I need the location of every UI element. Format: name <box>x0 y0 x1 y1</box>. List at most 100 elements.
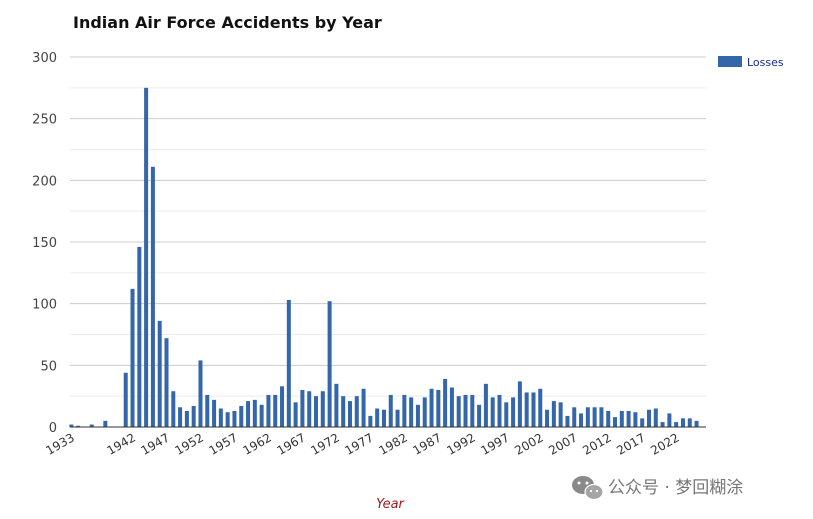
bar <box>327 301 332 427</box>
y-tick-label: 0 <box>49 421 57 436</box>
bar <box>463 394 468 427</box>
bar <box>490 397 495 427</box>
bar <box>619 410 624 427</box>
bar <box>252 399 257 427</box>
bar <box>266 394 271 427</box>
bar <box>218 408 223 427</box>
gridlines <box>70 56 706 397</box>
bar <box>239 406 244 427</box>
bar <box>531 392 536 427</box>
bar <box>572 407 577 427</box>
bar <box>517 381 522 427</box>
bar <box>429 388 434 427</box>
legend: Losses <box>718 56 784 69</box>
bar <box>259 404 264 427</box>
bar <box>314 396 318 427</box>
bar <box>613 417 618 427</box>
bar <box>545 409 550 427</box>
bar <box>205 394 210 427</box>
bar <box>198 360 203 427</box>
bar <box>300 390 305 427</box>
bar <box>524 392 529 427</box>
bar <box>286 299 291 427</box>
bar <box>667 413 672 427</box>
bar <box>592 407 597 427</box>
bar <box>178 407 183 427</box>
x-tick-label: 1997 <box>478 430 511 457</box>
x-tick-label: 1977 <box>342 430 375 457</box>
bar <box>395 409 400 427</box>
bar <box>579 413 584 427</box>
bar <box>694 420 699 427</box>
bar <box>551 401 556 427</box>
bar <box>633 412 638 427</box>
bar <box>680 418 685 427</box>
bar <box>674 422 679 427</box>
bar <box>565 415 570 427</box>
x-axis: 1933 1942 1947 1952 1957 1962 1967 1972 1977 1982… <box>43 430 681 457</box>
bar <box>341 396 346 427</box>
bar <box>144 87 149 427</box>
bar <box>273 394 278 427</box>
x-tick-label: 2002 <box>512 430 545 457</box>
x-tick-label: 2017 <box>614 430 647 457</box>
bar <box>436 390 441 427</box>
bar <box>157 320 162 427</box>
bar <box>606 410 611 427</box>
bar <box>354 396 359 427</box>
bar <box>150 166 155 427</box>
bar <box>368 415 373 427</box>
bar <box>538 388 543 427</box>
bar <box>347 401 352 427</box>
x-tick-label: 1962 <box>240 430 273 457</box>
watermark: 公众号 · 梦回糊涂 <box>572 476 743 501</box>
bar <box>307 391 312 427</box>
bar <box>626 410 631 427</box>
x-tick-label: 1967 <box>274 430 307 457</box>
bar <box>443 378 448 427</box>
x-tick-label: 1942 <box>105 430 138 457</box>
bar-series-losses <box>69 87 699 427</box>
bar <box>191 406 196 427</box>
x-tick-label: 1992 <box>444 430 477 457</box>
watermark-text: 公众号 · 梦回糊涂 <box>608 478 743 498</box>
bar <box>640 418 645 427</box>
x-tick-label: 2022 <box>648 430 681 457</box>
chart-title: Indian Air Force Accidents by Year <box>73 13 382 32</box>
bar <box>456 396 461 427</box>
y-tick-label: 250 <box>32 113 57 128</box>
bar <box>232 410 237 427</box>
bar <box>646 409 651 427</box>
bar <box>687 418 692 427</box>
bar <box>76 425 81 427</box>
bar <box>477 404 482 427</box>
bar <box>293 402 298 427</box>
bar <box>422 397 427 427</box>
y-tick-label: 150 <box>32 236 57 251</box>
bar <box>212 399 217 427</box>
y-tick-label: 50 <box>40 359 57 374</box>
bar <box>449 387 454 427</box>
bar <box>123 372 128 427</box>
bar <box>225 412 230 427</box>
x-tick-label: 1987 <box>410 430 443 457</box>
bar <box>409 397 414 427</box>
bar <box>415 404 420 427</box>
x-tick-label: 2007 <box>546 430 579 457</box>
bar <box>69 424 74 427</box>
bar <box>375 408 380 427</box>
bar <box>402 394 407 427</box>
bar <box>497 394 502 427</box>
bar <box>89 424 94 427</box>
bar <box>653 408 658 427</box>
bar <box>388 394 393 427</box>
bar <box>599 407 604 427</box>
x-axis-title: Year <box>376 497 405 512</box>
bar <box>171 391 176 427</box>
x-tick-label: 1982 <box>376 430 409 457</box>
bar <box>660 422 665 427</box>
bar <box>558 402 563 427</box>
x-tick-label: 2012 <box>580 430 613 457</box>
bar <box>470 394 475 427</box>
